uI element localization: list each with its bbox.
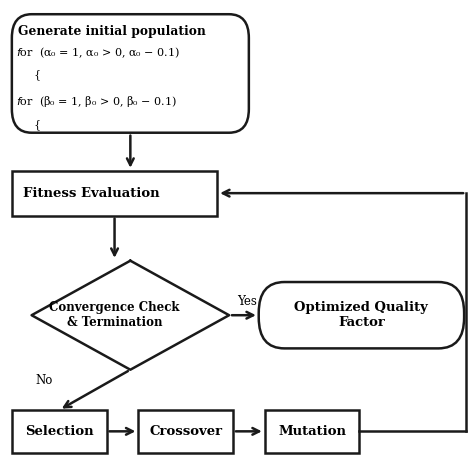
- Text: {: {: [34, 119, 41, 130]
- Bar: [138, 410, 233, 453]
- Text: Generate initial population: Generate initial population: [18, 25, 206, 37]
- Text: Convergence Check
& Termination: Convergence Check & Termination: [49, 301, 180, 329]
- FancyBboxPatch shape: [259, 282, 464, 348]
- Text: Fitness Evaluation: Fitness Evaluation: [23, 187, 159, 200]
- Bar: [12, 171, 217, 216]
- Text: Selection: Selection: [25, 425, 93, 438]
- Bar: [264, 410, 359, 453]
- Bar: [12, 410, 107, 453]
- Text: $\mathit{f}$or  (β₀ = 1, β₀ > 0, β₀ − 0.1): $\mathit{f}$or (β₀ = 1, β₀ > 0, β₀ − 0.1…: [16, 94, 176, 109]
- Text: Yes: Yes: [237, 295, 257, 308]
- Text: Mutation: Mutation: [278, 425, 346, 438]
- Polygon shape: [32, 261, 229, 370]
- Text: Crossover: Crossover: [149, 425, 222, 438]
- Text: No: No: [36, 374, 53, 386]
- Text: {: {: [34, 70, 41, 81]
- Text: $\mathit{f}$or  (α₀ = 1, α₀ > 0, α₀ − 0.1): $\mathit{f}$or (α₀ = 1, α₀ > 0, α₀ − 0.1…: [16, 45, 180, 60]
- Text: Optimized Quality
Factor: Optimized Quality Factor: [294, 301, 428, 329]
- FancyBboxPatch shape: [12, 14, 249, 133]
